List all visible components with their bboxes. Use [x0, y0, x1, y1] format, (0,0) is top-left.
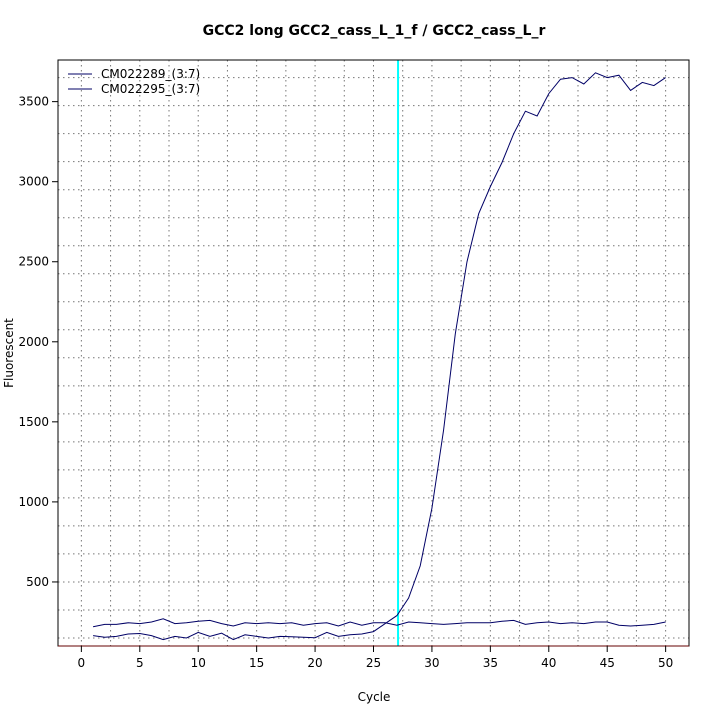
- x-tick-label: 5: [136, 656, 144, 670]
- series-line-1: [93, 72, 666, 641]
- x-tick-label: 45: [600, 656, 615, 670]
- x-tick-label: 25: [366, 656, 381, 670]
- x-tick-label: 35: [483, 656, 498, 670]
- axes: 0 5 10 15 20 25 30 35 40 45 50 500 1000 1500 2000 2500 3…: [18, 59, 690, 670]
- series-line-2: [92, 618, 666, 628]
- grid: [58, 60, 689, 646]
- y-tick-label: 1500: [18, 415, 49, 429]
- legend: CM022289_(3:7)CM022295_(3:7): [68, 67, 200, 96]
- x-tick-label: 0: [78, 656, 86, 670]
- chart-title: GCC2 long GCC2_cass_L_1_f / GCC2_cass_L_…: [203, 23, 546, 39]
- y-tick-label: 2000: [18, 335, 49, 349]
- y-tick-label: 2500: [18, 255, 49, 269]
- x-tick-label: 40: [541, 656, 556, 670]
- x-axis-title: Cycle: [358, 690, 391, 704]
- y-tick-label: 500: [26, 575, 49, 589]
- plot-frame: [57, 59, 690, 647]
- x-tick-label: 50: [658, 656, 673, 670]
- x-tick-label: 10: [191, 656, 206, 670]
- x-tick-label: 15: [249, 656, 264, 670]
- y-tick-label: 3500: [18, 95, 49, 109]
- series-lines: [92, 72, 666, 641]
- x-tick-label: 20: [307, 656, 322, 670]
- y-tick-label: 3000: [18, 175, 49, 189]
- x-tick-label: 30: [424, 656, 439, 670]
- y-axis-title: Fluorescent: [2, 318, 16, 388]
- legend-label-2: CM022295_(3:7): [101, 82, 200, 96]
- y-tick-label: 1000: [18, 495, 49, 509]
- legend-label-1: CM022289_(3:7): [101, 67, 200, 81]
